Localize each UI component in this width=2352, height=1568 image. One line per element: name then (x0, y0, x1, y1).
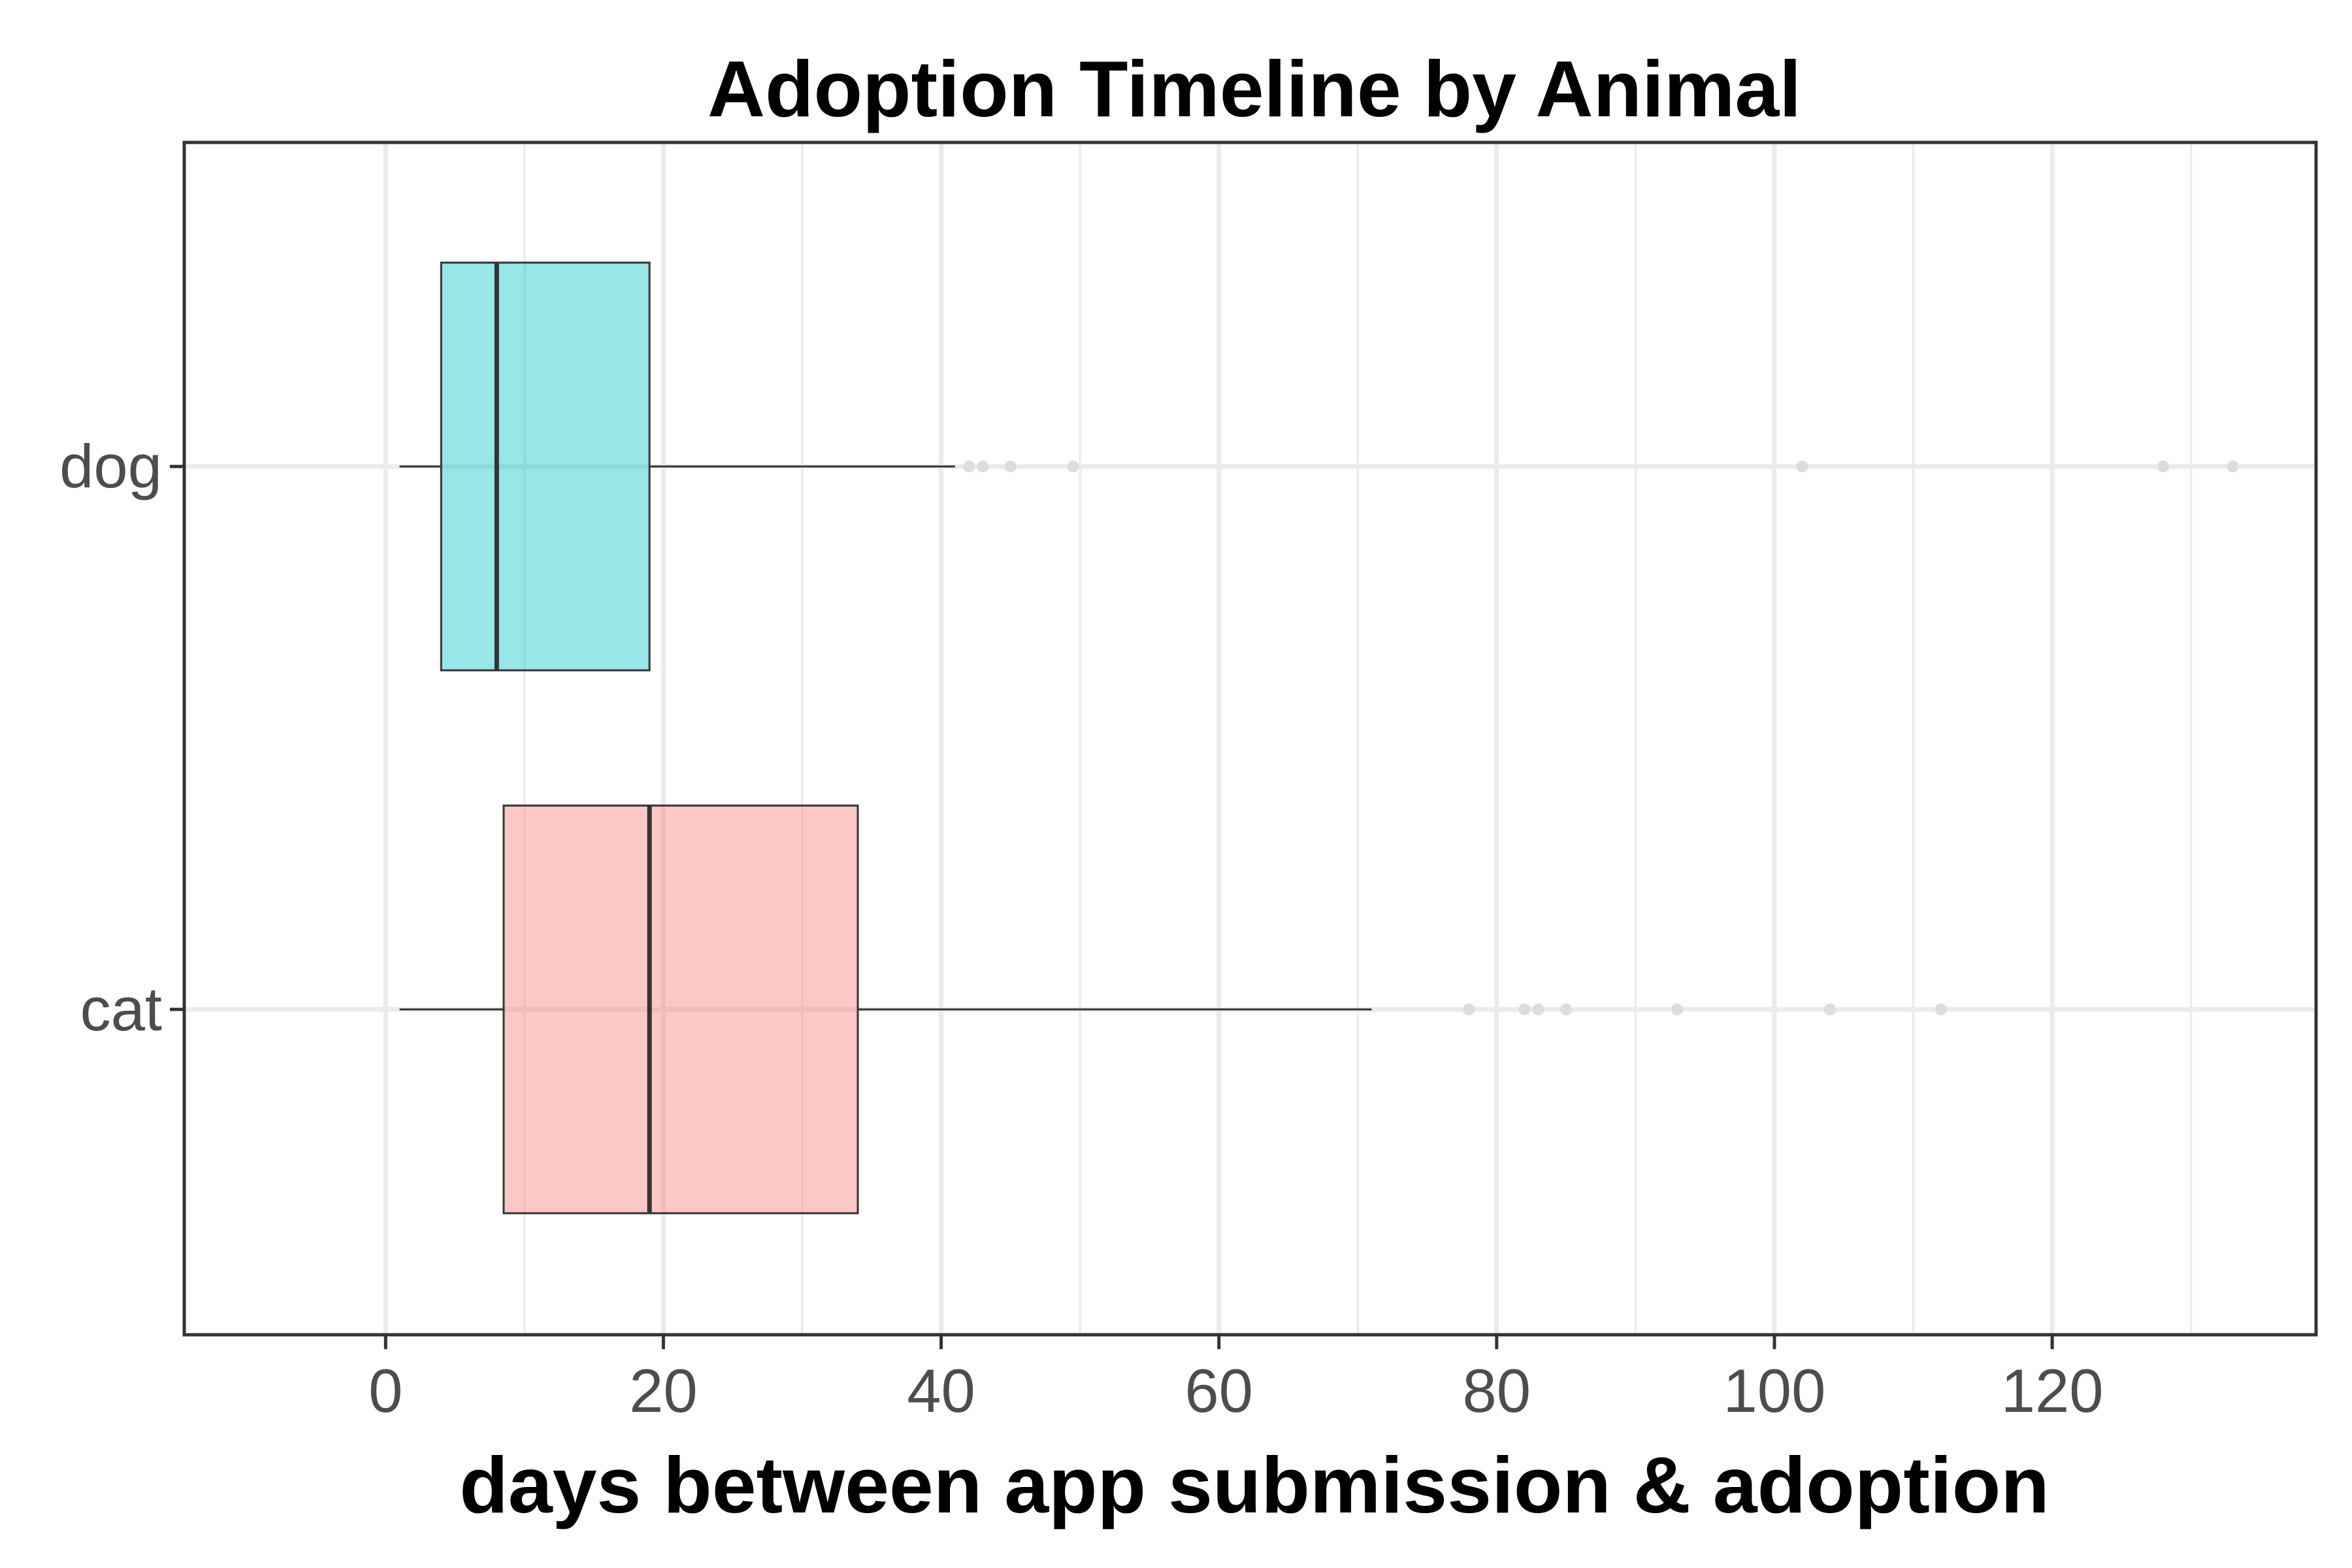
outlier-point (1823, 1004, 1836, 1015)
outlier-point (1518, 1004, 1531, 1015)
y-tick-label: cat (80, 975, 162, 1043)
outlier-point (1671, 1004, 1684, 1015)
x-tick-label: 0 (368, 1356, 402, 1425)
x-tick-label: 80 (1463, 1356, 1531, 1425)
chart-title: Adoption Timeline by Animal (708, 44, 1801, 133)
outlier-point (1463, 1004, 1475, 1015)
outlier-point (963, 461, 975, 472)
x-tick-label: 20 (629, 1356, 698, 1425)
x-tick-label: 120 (2001, 1356, 2104, 1425)
outlier-point (1935, 1004, 1948, 1015)
grid (184, 142, 2316, 1335)
plot-frame (182, 140, 2318, 1337)
outlier-point (1532, 1004, 1544, 1015)
boxplot-cat (399, 804, 1948, 1215)
x-tick-label: 100 (1723, 1356, 1826, 1425)
y-tick-label: dog (59, 432, 162, 500)
x-axis-title: days between app submission & adoption (459, 1441, 2050, 1529)
x-axis: 0 20 40 60 80 100 120 (368, 1335, 2104, 1425)
outlier-point (1004, 461, 1017, 472)
box-iqr (440, 261, 651, 672)
boxplot-dog (399, 261, 2239, 672)
outlier-point (1067, 461, 1079, 472)
outlier-point (977, 461, 989, 472)
x-tick-label: 40 (907, 1356, 975, 1425)
y-axis: dog cat (59, 432, 184, 1043)
outlier-point (2227, 461, 2239, 472)
boxplots (399, 261, 2239, 1215)
x-tick-label: 60 (1184, 1356, 1253, 1425)
outlier-point (1560, 1004, 1573, 1015)
box-iqr (502, 804, 859, 1215)
outlier-point (2157, 461, 2170, 472)
outlier-point (1796, 461, 1808, 472)
